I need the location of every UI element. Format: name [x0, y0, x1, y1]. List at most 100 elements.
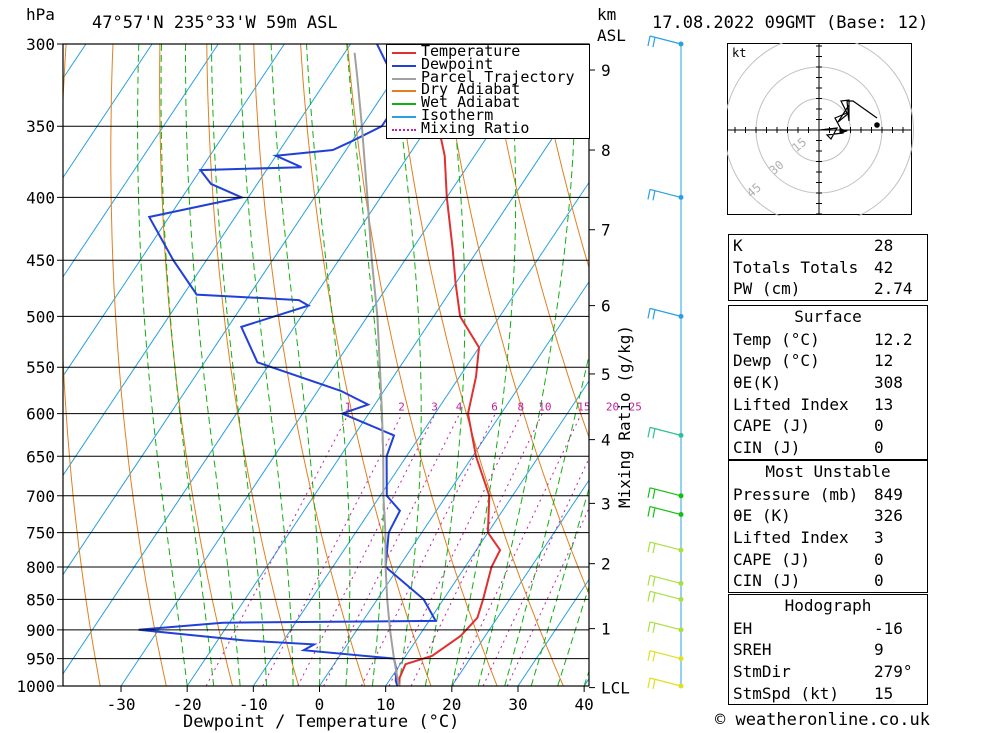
pressure-tick-label: 850: [26, 590, 55, 609]
height-tick-label: 2: [601, 555, 611, 574]
legend-swatch: [392, 103, 416, 106]
isotherm-line: [63, 44, 285, 377]
height-tick-label: 3: [601, 494, 611, 513]
pressure-tick-label: 450: [26, 251, 55, 270]
temp-tick-label: 20: [442, 695, 461, 714]
mu-value: 849: [874, 484, 903, 504]
pressure-tick-label: 600: [26, 405, 55, 424]
height-tick-label: 5: [601, 365, 611, 384]
mu-row: CAPE (J) 0: [729, 549, 927, 571]
mixing-ratio-line: [323, 413, 461, 686]
indices-key: Totals Totals: [733, 257, 859, 277]
surface-row: Temp (°C) 12.2: [729, 329, 927, 351]
height-tick-label: LCL: [601, 679, 630, 698]
legend-label: Temperature: [421, 42, 521, 60]
surface-row: CAPE (J) 0: [729, 415, 927, 437]
legend-label: Parcel Trajectory: [421, 67, 575, 86]
pressure-tick-label: 300: [26, 35, 55, 54]
temp-tick-label: -10: [239, 695, 268, 714]
legend-label: Wet Adiabat: [421, 93, 521, 112]
hodo-key: StmDir: [733, 662, 791, 682]
pressure-tick-label: 750: [26, 524, 55, 543]
temp-tick-label: -30: [107, 695, 136, 714]
dry-adiabat-line: [957, 44, 1000, 686]
wind-barb: [647, 426, 682, 439]
mixing-ratio-line: [388, 413, 522, 686]
isotherm-line: [252, 181, 589, 686]
legend-item: Parcel Trajectory: [391, 67, 586, 86]
hodo-row: StmDir 279°: [729, 661, 927, 683]
mu-row: Pressure (mb) 849: [729, 484, 927, 506]
wind-barb: [647, 650, 682, 662]
legend-label: Dewpoint: [421, 54, 494, 73]
wind-barb: [647, 574, 682, 587]
indices-value: 28: [874, 236, 894, 255]
mixing-ratio-axis-label: Mixing Ratio (g/kg): [615, 325, 634, 508]
mu-row: CIN (J) 0: [729, 570, 927, 592]
mixing-ratio-line: [482, 457, 589, 686]
legend-swatch: [392, 64, 416, 67]
height-tick-label: 7: [601, 221, 611, 240]
hodo-value: 15: [874, 683, 894, 703]
pressure-tick-label: 350: [26, 117, 55, 136]
pressure-tick-label: 900: [26, 621, 55, 640]
wet-adiabat-line: [270, 44, 321, 686]
surface-key: Lifted Index: [733, 394, 849, 414]
wet-adiabat-line: [160, 44, 215, 686]
hodograph-table-title: Hodograph: [784, 596, 872, 615]
indices-value: 42: [874, 257, 894, 277]
mixing-ratio-line: [205, 413, 350, 686]
hodo-key: EH: [733, 618, 753, 638]
wind-barb: [647, 35, 682, 48]
mu-key: Pressure (mb): [733, 484, 859, 504]
isotherm-line: [63, 44, 351, 477]
height-tick-label: 1: [601, 620, 611, 639]
surface-value: 0: [874, 416, 884, 436]
mixing-ratio-label: 4: [456, 401, 463, 414]
temp-tick-label: 30: [508, 695, 527, 714]
legend-item: Mixing Ratio: [391, 120, 586, 136]
isotherm-line: [120, 44, 550, 686]
plot-frame: [62, 43, 590, 687]
mixing-ratio-line: [506, 507, 589, 686]
mu-key: Lifted Index: [733, 528, 849, 548]
surface-value: 12.2: [874, 329, 913, 349]
isotherm-line: [186, 82, 589, 686]
dry-adiabat-line: [393, 44, 564, 686]
isotherm-line: [0, 44, 20, 686]
mu-key: CAPE (J): [733, 549, 811, 569]
mixing-ratio-label: 10: [538, 401, 551, 414]
wet-adiabat-line: [557, 584, 589, 686]
hodo-value: 9: [874, 640, 884, 660]
legend-item: Temperature: [391, 42, 586, 60]
hodo-value: -16: [874, 618, 903, 638]
pressure-tick-label: 1000: [16, 677, 55, 696]
series-line-parcel-trajectory: [353, 52, 400, 686]
dry-adiabat-line: [347, 44, 498, 686]
hpa-unit-label: hPa: [26, 5, 55, 24]
surface-title: Surface: [794, 307, 862, 326]
indices-value: 2.74: [874, 279, 913, 299]
height-tick-label: 8: [601, 141, 611, 160]
temp-tick-label: -20: [173, 695, 202, 714]
hodo-row: SREH 9: [729, 639, 927, 661]
indices-row: PW (cm) 2.74: [729, 278, 927, 300]
legend-box: Temperature Dewpoint Parcel Trajectory Dry …: [386, 42, 590, 139]
mu-value: 326: [874, 506, 903, 526]
surface-value: 0: [874, 438, 884, 458]
hodo-row: EH -16: [729, 618, 927, 640]
isotherm-line: [63, 44, 484, 675]
wet-adiabat-line: [530, 486, 589, 686]
wet-adiabat-line: [211, 44, 268, 686]
mixing-ratio-label: 2: [398, 401, 405, 414]
hodo-key: StmSpd (kt): [733, 683, 839, 703]
wet-adiabat-line: [477, 44, 576, 686]
wind-barb: [647, 541, 682, 554]
surface-row: Lifted Index 13: [729, 394, 927, 416]
legend-swatch: [392, 52, 416, 54]
wind-barb: [647, 621, 682, 633]
pressure-tick-label: 550: [26, 358, 55, 377]
dry-adiabat-line: [159, 44, 233, 686]
